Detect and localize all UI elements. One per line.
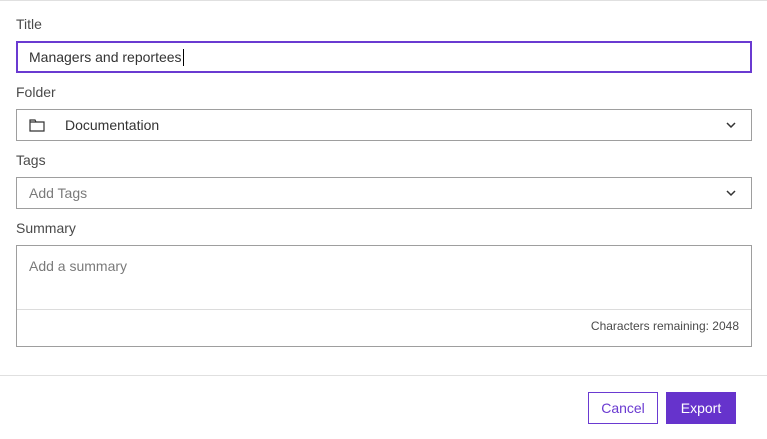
folder-value: Documentation bbox=[65, 117, 160, 133]
cancel-button[interactable]: Cancel bbox=[588, 392, 658, 424]
characters-remaining: Characters remaining: 2048 bbox=[590, 319, 739, 333]
text-caret bbox=[182, 48, 184, 66]
tags-placeholder: Add Tags bbox=[29, 185, 88, 201]
title-value: Managers and reportees bbox=[29, 49, 182, 65]
export-button[interactable]: Export bbox=[666, 392, 736, 424]
title-input[interactable]: Managers and reportees bbox=[16, 41, 752, 73]
summary-input[interactable] bbox=[17, 246, 751, 310]
tags-select[interactable]: Add Tags bbox=[16, 177, 752, 209]
chevron-down-icon bbox=[726, 122, 736, 129]
chevron-down-icon bbox=[726, 190, 736, 197]
tags-label: Tags bbox=[16, 152, 46, 168]
footer-divider bbox=[0, 375, 767, 376]
folder-select[interactable]: Documentation bbox=[16, 109, 752, 141]
folder-icon bbox=[29, 119, 45, 132]
summary-field: Characters remaining: 2048 bbox=[16, 245, 752, 347]
folder-label: Folder bbox=[16, 84, 56, 100]
summary-label: Summary bbox=[16, 220, 76, 236]
title-label: Title bbox=[16, 16, 42, 32]
top-divider bbox=[0, 0, 767, 1]
